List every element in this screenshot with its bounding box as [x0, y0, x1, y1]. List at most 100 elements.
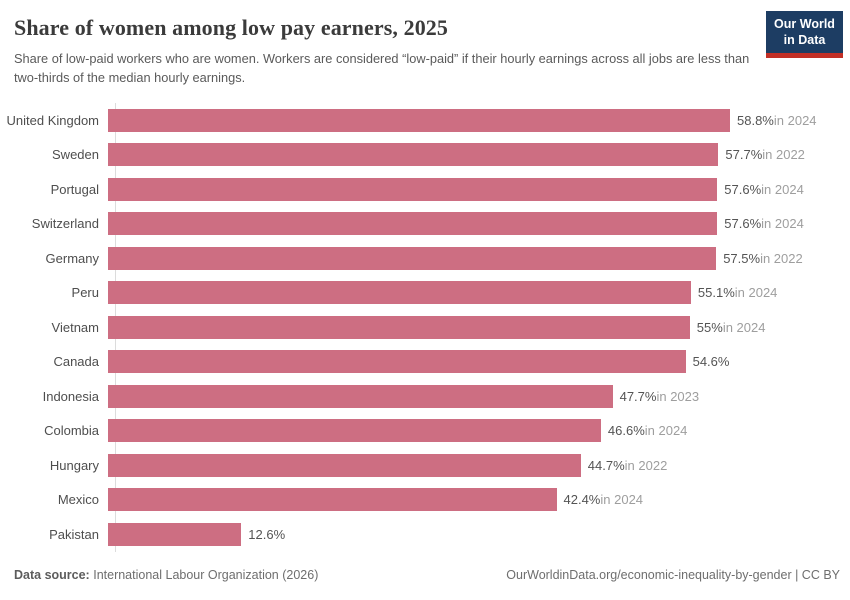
value-label: 47.7%in 2023	[620, 389, 700, 404]
value-text: 12.6%	[248, 526, 286, 542]
bar-row-sweden: Sweden 57.7%in 2022	[0, 138, 850, 173]
owid-logo-line2: in Data	[783, 33, 826, 47]
bar-track: 57.5%in 2022	[108, 246, 803, 270]
bar-switzerland[interactable]	[108, 212, 718, 236]
owid-logo-line1: Our World	[774, 17, 835, 31]
bar-hungary[interactable]	[108, 453, 581, 477]
chart-header: Share of women among low pay earners, 20…	[0, 0, 850, 87]
country-label-switzerland: Switzerland	[31, 216, 99, 232]
value-label: 58.8%in 2024	[737, 113, 817, 128]
bar-track: 55%in 2024	[108, 315, 766, 339]
year-text: in 2023	[656, 388, 700, 404]
bar-track: 57.6%in 2024	[108, 212, 804, 236]
bar-track: 57.7%in 2022	[108, 143, 805, 167]
value-label: 46.6%in 2024	[608, 423, 688, 438]
bar-indonesia[interactable]	[108, 384, 613, 408]
bar-row-germany: Germany 57.5%in 2022	[0, 241, 850, 276]
bar-track: 44.7%in 2022	[108, 453, 668, 477]
value-label: 55%in 2024	[697, 320, 766, 335]
bar-row-portugal: Portugal 57.6%in 2024	[0, 172, 850, 207]
chart-title: Share of women among low pay earners, 20…	[14, 15, 448, 40]
bar-colombia[interactable]	[108, 419, 601, 443]
year-text: in 2024	[734, 285, 778, 301]
value-label: 57.7%in 2022	[725, 147, 805, 162]
country-label-mexico: Mexico	[57, 492, 99, 508]
value-label: 57.5%in 2022	[723, 251, 803, 266]
bar-chart: United Kingdom 58.8%in 2024 Sweden 57.7%in …	[0, 103, 850, 552]
data-source-label: Data source:	[14, 568, 90, 582]
bar-row-pakistan: Pakistan 12.6%	[0, 517, 850, 552]
value-label: 44.7%in 2022	[588, 458, 668, 473]
bar-mexico[interactable]	[108, 488, 557, 512]
value-label: 55.1%in 2024	[698, 285, 778, 300]
country-label-united-kingdom: United Kingdom	[6, 112, 100, 128]
value-text: 57.6%	[724, 181, 762, 197]
value-label: 42.4%in 2024	[564, 492, 644, 507]
year-text: in 2024	[761, 181, 804, 197]
value-label: 57.6%in 2024	[724, 216, 804, 231]
year-text: in 2024	[644, 423, 688, 439]
year-text: in 2022	[624, 457, 668, 473]
year-text: in 2022	[762, 147, 805, 163]
owid-logo[interactable]: Our World in Data	[766, 11, 843, 58]
bar-peru[interactable]	[108, 281, 691, 305]
country-label-sweden: Sweden	[52, 147, 99, 163]
country-label-peru: Peru	[71, 285, 99, 301]
year-text: in 2022	[760, 250, 803, 266]
year-text: in 2024	[761, 216, 804, 232]
bar-portugal[interactable]	[108, 177, 718, 201]
bar-united-kingdom[interactable]	[108, 108, 730, 132]
footer: Data source: International Labour Organi…	[14, 568, 840, 582]
bar-row-hungary: Hungary 44.7%in 2022	[0, 448, 850, 483]
bar-row-colombia: Colombia 46.6%in 2024	[0, 414, 850, 449]
country-label-canada: Canada	[53, 354, 99, 370]
value-text: 57.7%	[725, 147, 763, 163]
country-label-hungary: Hungary	[49, 457, 99, 473]
value-text: 54.6%	[692, 354, 730, 370]
country-label-indonesia: Indonesia	[42, 388, 99, 404]
chart-subtitle: Share of low-paid workers who are women.…	[14, 51, 750, 86]
bar-row-switzerland: Switzerland 57.6%in 2024	[0, 207, 850, 242]
bar-track: 58.8%in 2024	[108, 108, 817, 132]
bar-track: 47.7%in 2023	[108, 384, 700, 408]
year-text: in 2024	[600, 492, 644, 508]
value-label: 57.6%in 2024	[724, 182, 804, 197]
country-label-germany: Germany	[45, 250, 99, 266]
footer-link[interactable]: OurWorldinData.org/economic-inequality-b…	[506, 568, 840, 582]
value-text: 58.8%	[737, 112, 774, 128]
bar-row-indonesia: Indonesia 47.7%in 2023	[0, 379, 850, 414]
bar-row-united-kingdom: United Kingdom 58.8%in 2024	[0, 103, 850, 138]
bar-track: 55.1%in 2024	[108, 281, 778, 305]
value-text: 57.6%	[724, 216, 762, 232]
data-source-text: International Labour Organization (2026)	[93, 568, 319, 582]
bar-track: 46.6%in 2024	[108, 419, 688, 443]
value-text: 55.1%	[697, 285, 735, 301]
country-label-vietnam: Vietnam	[51, 319, 99, 335]
value-label: 54.6%	[693, 354, 730, 369]
country-label-portugal: Portugal	[50, 181, 99, 197]
bar-track: 54.6%	[108, 350, 730, 374]
value-text: 44.7%	[587, 457, 625, 473]
data-source: Data source: International Labour Organi…	[14, 568, 318, 582]
country-label-colombia: Colombia	[44, 423, 99, 439]
year-text: in 2024	[722, 319, 766, 335]
bar-row-peru: Peru 55.1%in 2024	[0, 276, 850, 311]
value-text: 46.6%	[607, 423, 645, 439]
value-text: 42.4%	[563, 492, 601, 508]
bar-canada[interactable]	[108, 350, 686, 374]
bar-row-canada: Canada 54.6%	[0, 345, 850, 380]
bar-track: 12.6%	[108, 522, 285, 546]
value-text: 47.7%	[619, 388, 657, 404]
value-label: 12.6%	[248, 527, 285, 542]
bar-track: 57.6%in 2024	[108, 177, 804, 201]
bar-track: 42.4%in 2024	[108, 488, 644, 512]
bar-germany[interactable]	[108, 246, 717, 270]
bar-row-vietnam: Vietnam 55%in 2024	[0, 310, 850, 345]
year-text: in 2024	[773, 112, 817, 128]
value-text: 57.5%	[723, 250, 761, 266]
bar-pakistan[interactable]	[108, 522, 242, 546]
bar-row-mexico: Mexico 42.4%in 2024	[0, 483, 850, 518]
country-label-pakistan: Pakistan	[49, 526, 99, 542]
bar-vietnam[interactable]	[108, 315, 690, 339]
bar-sweden[interactable]	[108, 143, 719, 167]
